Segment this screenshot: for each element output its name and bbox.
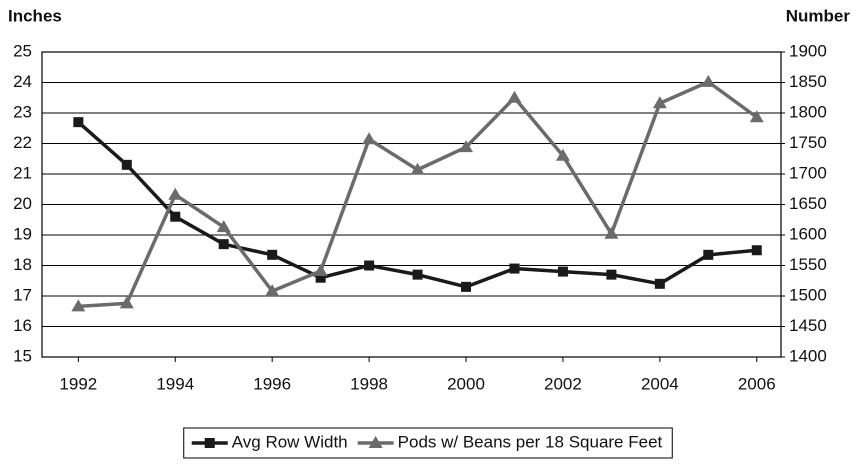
y2-tick-label: 1400: [789, 346, 827, 365]
legend-marker: [204, 438, 215, 448]
y2-tick-label: 1550: [789, 255, 827, 274]
x-tick-label: 2000: [447, 374, 485, 393]
marker: [604, 226, 619, 239]
marker: [751, 245, 762, 256]
y-tick-label: 21: [13, 163, 32, 182]
y2-tick-label: 1900: [789, 41, 827, 60]
marker: [313, 263, 328, 276]
y-tick-label: 17: [13, 285, 32, 304]
y2-tick-label: 1500: [789, 285, 827, 304]
y2-tick-label: 1450: [789, 316, 827, 335]
marker: [218, 239, 229, 250]
y-tick-label: 16: [13, 316, 32, 335]
marker: [749, 110, 764, 123]
marker: [606, 269, 617, 280]
marker: [168, 187, 183, 200]
y2-axis-title: Number: [786, 6, 851, 25]
y2-tick-label: 1650: [789, 194, 827, 213]
y-tick-label: 19: [13, 224, 32, 243]
x-tick-label: 2004: [641, 374, 679, 393]
marker: [703, 249, 714, 260]
marker: [121, 159, 132, 170]
plot-frame: [41, 51, 782, 358]
y2-tick-label: 1700: [789, 163, 827, 182]
y-tick-label: 15: [13, 346, 32, 365]
marker: [265, 284, 280, 297]
x-tick-label: 1994: [156, 374, 194, 393]
x-tick-label: 2002: [544, 374, 582, 393]
y2-tick-label: 1750: [789, 133, 827, 152]
marker: [459, 140, 474, 153]
y2-tick-label: 1600: [789, 224, 827, 243]
marker: [507, 90, 522, 103]
marker: [509, 263, 520, 274]
legend-box: [183, 427, 673, 459]
y-tick-label: 22: [13, 133, 32, 152]
legend-marker: [368, 436, 383, 448]
y2-tick-label: 1800: [789, 102, 827, 121]
marker: [364, 260, 375, 271]
x-tick-label: 1998: [350, 374, 388, 393]
legend-label: Pods w/ Beans per 18 Square Feet: [398, 432, 663, 451]
marker: [315, 272, 326, 283]
marker: [654, 278, 665, 289]
marker: [410, 162, 425, 175]
x-tick-label: 1992: [59, 374, 97, 393]
marker: [461, 281, 472, 292]
y-tick-label: 20: [13, 194, 32, 213]
marker: [267, 249, 278, 260]
marker: [557, 266, 568, 277]
legend-label: Avg Row Width: [232, 432, 348, 451]
marker: [701, 74, 716, 87]
x-tick-label: 1996: [253, 374, 291, 393]
y-tick-label: 23: [13, 102, 32, 121]
y-tick-label: 18: [13, 255, 32, 274]
marker: [652, 96, 667, 109]
marker: [170, 211, 181, 222]
y-tick-label: 25: [13, 41, 32, 60]
marker: [412, 269, 423, 280]
y-tick-label: 24: [13, 72, 32, 91]
marker: [71, 299, 86, 312]
y2-tick-label: 1850: [789, 72, 827, 91]
marker: [73, 117, 84, 128]
marker: [216, 220, 231, 233]
x-tick-label: 2006: [738, 374, 776, 393]
marker: [555, 148, 570, 161]
marker: [362, 132, 377, 145]
legend: Avg Row Width Pods w/ Beans per 18 Square…: [183, 427, 673, 459]
y-axis-title: Inches: [8, 6, 62, 25]
marker: [119, 296, 134, 309]
